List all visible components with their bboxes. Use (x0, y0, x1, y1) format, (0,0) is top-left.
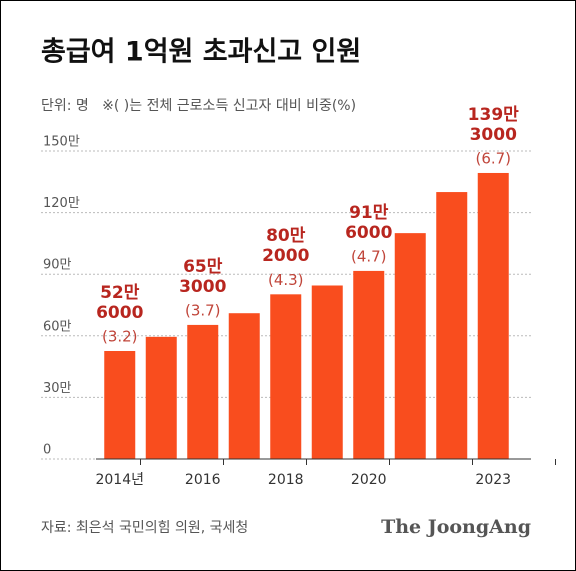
source: 자료: 최은석 국민의힘 의원, 국세청 (41, 520, 248, 536)
share-label: (4.7) (351, 247, 387, 265)
chart-title: 총급여 1억원 초과신고 인원 (41, 37, 361, 68)
chart-subtitle: 단위: 명 ※( )는 전체 근로소득 신고자 대비 비중(%) (41, 98, 356, 114)
y-tick-label: 120만 (43, 196, 80, 211)
x-tick-label: 2018 (268, 472, 304, 488)
y-tick-label: 90만 (43, 258, 72, 273)
bar (187, 324, 219, 459)
value-label: 80만 2000 (262, 226, 310, 267)
y-tick-label: 150만 (43, 135, 80, 150)
x-tick-label: 2020 (351, 472, 387, 488)
bar (436, 192, 468, 460)
y-tick-label: 60만 (43, 319, 72, 334)
x-tick-label: 2016 (185, 472, 221, 488)
value-label: 52만 6000 (96, 282, 144, 323)
bar (270, 294, 302, 459)
bar (145, 336, 177, 459)
share-label: (3.7) (185, 301, 221, 319)
x-tick-label: 2014년 (95, 472, 144, 488)
value-label: 65만 3000 (179, 256, 227, 297)
brand: The JoongAng (381, 516, 531, 538)
share-label: (6.7) (475, 149, 511, 167)
value-label: 139만 3000 (467, 104, 519, 145)
bar (104, 350, 136, 459)
bar (394, 233, 426, 459)
bar (477, 172, 509, 459)
value-label: 91만 6000 (345, 202, 393, 243)
x-tick-label: 2023 (475, 472, 511, 488)
bar (311, 285, 343, 459)
bar (228, 313, 260, 459)
y-tick-label: 0 (43, 443, 51, 458)
y-tick-label: 30만 (43, 381, 72, 396)
bar (353, 270, 385, 459)
share-label: (3.2) (102, 327, 138, 345)
share-label: (4.3) (268, 271, 304, 289)
